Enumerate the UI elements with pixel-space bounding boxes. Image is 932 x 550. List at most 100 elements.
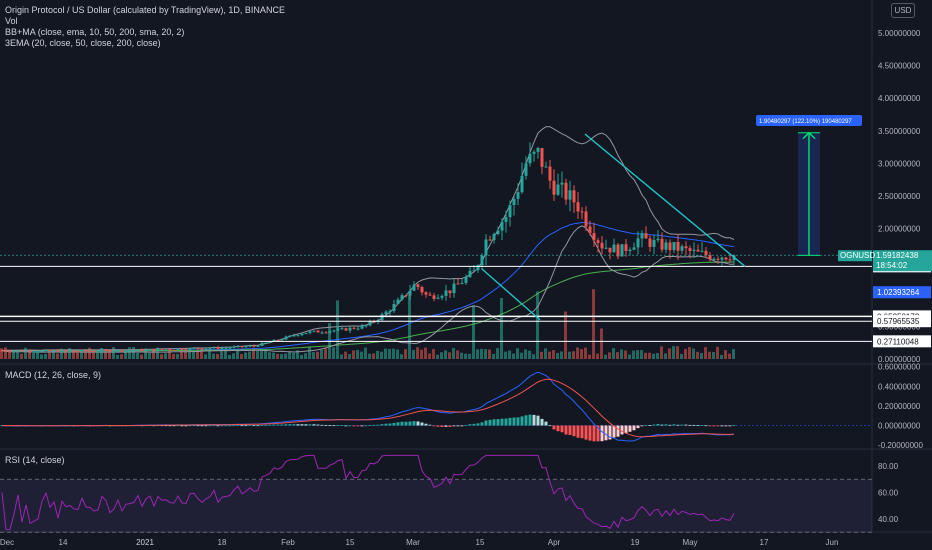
volume-bar bbox=[608, 352, 611, 359]
rsi-line bbox=[1, 454, 735, 531]
macd-hist-bar bbox=[228, 425, 232, 427]
macd-hist-bar bbox=[224, 425, 228, 427]
volume-bar bbox=[200, 349, 203, 359]
candle-body bbox=[124, 350, 128, 352]
macd-hist-bar bbox=[364, 425, 368, 427]
macd-hist-bar bbox=[352, 425, 356, 427]
macd-hist-bar bbox=[560, 425, 564, 433]
volume-bar bbox=[432, 348, 435, 359]
volume-bar bbox=[504, 351, 507, 359]
candle-body bbox=[248, 345, 252, 347]
candle-body bbox=[308, 331, 312, 334]
candle-body bbox=[156, 348, 160, 351]
candle-body bbox=[460, 282, 464, 284]
candle-body bbox=[184, 349, 188, 351]
candle-body bbox=[664, 242, 668, 250]
volume-bar bbox=[140, 354, 143, 359]
rsi-axis-tick-label: 40.00 bbox=[878, 515, 899, 524]
macd-hist-bar bbox=[468, 424, 472, 426]
volume-bar bbox=[660, 346, 663, 359]
indicator-3ema[interactable]: 3EMA (20, close, 50, close, 200, close) bbox=[5, 38, 161, 48]
volume-bar bbox=[44, 354, 47, 359]
macd-axis-tick-label: 0.60000000 bbox=[878, 363, 921, 372]
volume-bar bbox=[700, 352, 703, 359]
volume-bar bbox=[160, 354, 163, 359]
volume-bar bbox=[596, 353, 599, 359]
candle-body bbox=[192, 348, 196, 350]
macd-hist-bar bbox=[340, 425, 344, 427]
price-axis-tick-label: 2.50000000 bbox=[878, 192, 921, 201]
macd-hist-bar bbox=[544, 421, 548, 426]
volume-bar bbox=[480, 348, 483, 359]
macd-hist-bar bbox=[604, 425, 608, 441]
candle-body bbox=[108, 350, 112, 352]
macd-hist-bar bbox=[384, 423, 388, 426]
volume-bar bbox=[556, 352, 559, 359]
candle-body bbox=[620, 244, 624, 257]
indicator-bb[interactable]: BB+MA (close, ema, 10, 50, 200, sma, 20,… bbox=[5, 27, 185, 37]
volume-bar bbox=[716, 346, 719, 359]
candle-body bbox=[180, 348, 184, 350]
macd-hist-bar bbox=[404, 421, 408, 426]
candle-body bbox=[528, 153, 532, 164]
volume-bar bbox=[436, 354, 439, 359]
macd-hist-bar bbox=[244, 425, 248, 427]
macd-hist-bar bbox=[432, 425, 436, 427]
time-axis-tick-label: Apr bbox=[548, 538, 561, 547]
volume-bar bbox=[708, 351, 711, 359]
volume-bar bbox=[644, 352, 647, 359]
price-axis-tick-label: 4.50000000 bbox=[878, 62, 921, 71]
macd-hist-bar bbox=[436, 425, 440, 427]
candle-body bbox=[340, 328, 344, 330]
volume-bar bbox=[48, 349, 51, 359]
candle-body bbox=[472, 270, 476, 272]
volume-bar bbox=[552, 350, 555, 359]
macd-hist-bar bbox=[504, 418, 508, 426]
candle-body bbox=[668, 242, 672, 251]
volume-bar bbox=[288, 351, 291, 359]
macd-hist-bar bbox=[648, 425, 652, 427]
macd-hist-bar bbox=[308, 424, 312, 426]
volume-bar bbox=[212, 353, 215, 359]
macd-hist-bar bbox=[412, 421, 416, 426]
volume-bar bbox=[284, 353, 287, 359]
macd-hist-bar bbox=[612, 425, 616, 438]
indicator-vol[interactable]: Vol bbox=[5, 16, 18, 26]
volume-bar bbox=[696, 351, 699, 359]
macd-hist-bar bbox=[712, 425, 716, 427]
candle-body bbox=[92, 351, 96, 353]
price-axis-tick-label: 5.00000000 bbox=[878, 29, 921, 38]
volume-bar bbox=[668, 348, 671, 359]
candle-body bbox=[224, 347, 228, 349]
volume-bar bbox=[264, 348, 267, 359]
volume-bar bbox=[532, 354, 535, 359]
macd-hist-bar bbox=[248, 425, 252, 427]
candle-body bbox=[604, 247, 608, 249]
macd-hist-bar bbox=[392, 422, 396, 426]
macd-hist-bar bbox=[464, 425, 468, 426]
volume-bar bbox=[12, 350, 15, 359]
candle-body bbox=[672, 241, 676, 251]
candle-body bbox=[632, 247, 636, 250]
macd-hist-bar bbox=[192, 425, 196, 427]
candle-body bbox=[164, 349, 168, 351]
volume-bar bbox=[24, 347, 27, 359]
macd-hist-bar bbox=[680, 424, 684, 426]
rsi-title: RSI (14, close) bbox=[5, 455, 65, 465]
volume-bar bbox=[452, 348, 455, 359]
currency-button[interactable]: USD bbox=[891, 3, 915, 18]
macd-hist-bar bbox=[396, 422, 400, 426]
volume-bar bbox=[68, 348, 71, 359]
volume-bar bbox=[8, 351, 11, 359]
volume-bar bbox=[316, 351, 319, 359]
candle-body bbox=[56, 350, 60, 352]
candle-body bbox=[520, 175, 524, 193]
candle-body bbox=[28, 350, 32, 352]
macd-hist-bar bbox=[688, 424, 692, 426]
bb-lower-line bbox=[1, 225, 735, 353]
candle-body bbox=[444, 290, 448, 296]
candle-body bbox=[196, 348, 200, 350]
candle-body bbox=[360, 325, 364, 329]
macd-hist-bar bbox=[720, 425, 724, 427]
